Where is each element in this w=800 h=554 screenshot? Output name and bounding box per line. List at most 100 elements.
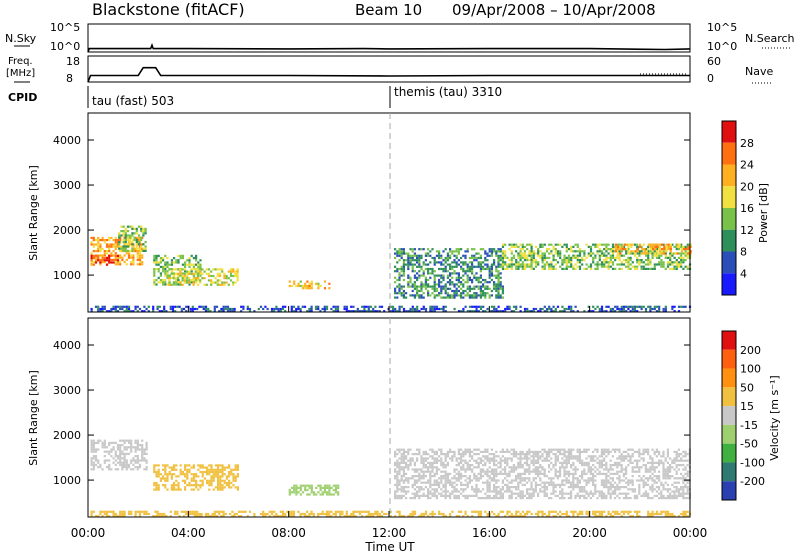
heatmap-cell [385,512,388,516]
heatmap-cell [427,490,430,493]
heatmap-cell [488,267,491,271]
heatmap-cell [607,492,610,495]
heatmap-cell [409,307,412,311]
heatmap-cell [618,477,621,480]
heatmap-cell [479,270,482,273]
heatmap-cell [539,490,542,493]
heatmap-cell [411,510,414,513]
heatmap-cell [214,464,217,467]
heatmap-cell [336,510,340,513]
heatmap-cell [484,497,487,500]
nsky-label: N.Sky [5,32,37,45]
heatmap-cell [114,455,117,458]
heatmap-cell [332,305,335,308]
heatmap-cell [155,261,158,264]
heatmap-cell [127,446,131,449]
heatmap-cell [662,450,665,453]
heatmap-cell [614,450,617,453]
heatmap-cell [644,259,648,262]
heatmap-cell [457,470,460,473]
heatmap-cell [457,281,460,284]
heatmap-cell [413,453,416,456]
heatmap-cell [145,452,148,455]
heatmap-cell [628,243,631,246]
heatmap-cell [227,277,230,280]
heatmap-cell [545,453,548,456]
heatmap-cell [405,450,408,453]
heatmap-cell [644,448,647,451]
heatmap-cell [572,267,575,270]
heatmap-cell [155,279,158,282]
heatmap-cell [605,455,608,458]
heatmap-cell [526,481,529,484]
heatmap-cell [429,254,432,257]
heatmap-cell [242,510,245,513]
heatmap-cell [433,261,436,264]
heatmap-cell [435,294,438,297]
heatmap-cell [625,468,628,471]
heatmap-cell [493,472,496,475]
heatmap-cell [449,472,452,475]
heatmap-cell [677,245,681,248]
heatmap-cell [449,296,452,299]
heatmap-cell [680,305,683,308]
heatmap-cell [433,479,436,482]
heatmap-cell [142,234,145,237]
heatmap-cell [583,267,586,270]
heatmap-cell [177,261,180,264]
heatmap-cell [495,459,498,462]
heatmap-cell [237,510,241,513]
heatmap-cell [162,279,165,282]
heatmap-cell [127,452,131,455]
heatmap-cell [642,243,645,246]
heatmap-cell [468,276,471,279]
heatmap-cell [188,272,191,275]
heatmap-cell [655,263,659,266]
heatmap-cell [466,267,469,271]
heatmap-cell [528,472,531,475]
heatmap-cell [625,486,628,489]
heatmap-cell [675,261,678,264]
heatmap-cell [581,512,584,516]
heatmap-cell [153,270,156,273]
heatmap-cell [135,245,138,248]
heatmap-cell [554,515,557,518]
heatmap-cell [153,470,156,474]
heatmap-cell [607,481,610,484]
heatmap-cell [328,287,331,290]
heatmap-cell [541,265,544,268]
heatmap-cell [479,254,482,257]
heatmap-cell [556,455,559,458]
heatmap-cell [471,515,474,518]
heatmap-cell [110,455,113,458]
heatmap-cell [398,457,401,460]
heatmap-cell [108,452,111,455]
heatmap-cell [367,515,370,518]
heatmap-cell [609,486,612,489]
heatmap-cell [636,494,639,497]
heatmap-cell [486,263,489,266]
heatmap-cell [605,243,608,246]
heatmap-cell [407,448,410,451]
heatmap-cell [499,256,502,260]
heatmap-cell [620,310,623,313]
heatmap-cell [418,276,421,279]
heatmap-cell [614,488,617,491]
heatmap-cell [130,444,133,447]
heatmap-cell [471,281,474,284]
heatmap-cell [453,481,456,484]
heatmap-cell [660,263,663,266]
heatmap-cell [210,281,213,284]
heatmap-cell [376,510,379,513]
heatmap-cell [506,461,509,464]
heatmap-cell [647,263,650,266]
heatmap-cell [228,479,231,482]
heatmap-cell [124,247,127,250]
heatmap-cell [611,455,614,458]
heatmap-cell [605,265,608,268]
heatmap-cell [444,488,447,491]
heatmap-cell [486,292,489,295]
heatmap-cell [464,305,467,308]
heatmap-cell [424,259,427,262]
heatmap-cell [477,263,480,266]
